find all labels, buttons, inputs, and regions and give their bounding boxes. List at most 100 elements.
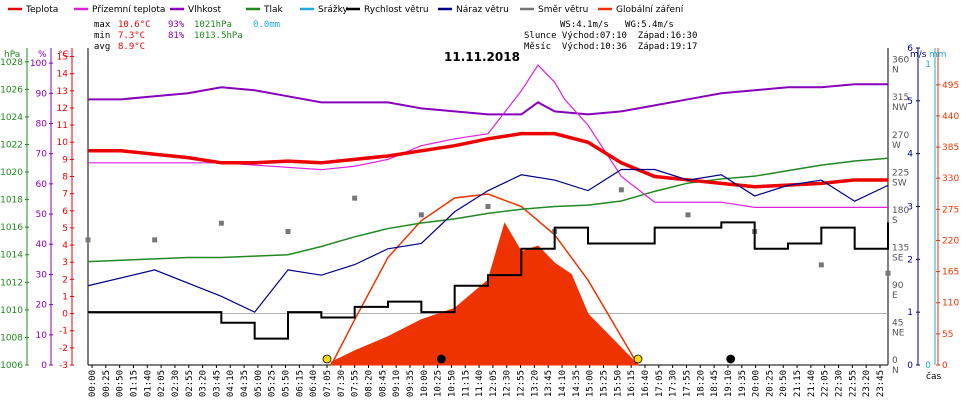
dir-tick-label: 270 — [892, 131, 909, 141]
dir-tick-label: S — [892, 216, 898, 226]
plot-area — [85, 64, 891, 366]
wind-speed-line — [88, 221, 889, 340]
pct-axis-tick-label: 40 — [36, 240, 48, 250]
stat-max-hum: 93% — [168, 20, 185, 30]
wm2-axis-tick-label: 55 — [942, 330, 953, 340]
x-tick-label: 08:45 — [378, 370, 388, 397]
wind-direction-point — [418, 212, 424, 218]
dir-tick-label: W — [892, 141, 901, 151]
x-tick-label: 07:55 — [351, 370, 361, 397]
x-tick-label: 17:05 — [655, 370, 665, 397]
x-tick-label: 22:30 — [835, 370, 845, 397]
unit-degc: °C — [58, 50, 69, 60]
degc-axis-tick-label: -1 — [59, 327, 68, 337]
x-tick-label: 05:25 — [268, 370, 278, 397]
degc-axis-tick-label: 14 — [57, 70, 69, 80]
stats-block: max 10.6°C 93% 1021hPa 0.0mm min 7.3°C 8… — [94, 20, 697, 52]
stat-min-label: min — [94, 31, 110, 41]
dir-tick-label: 225 — [892, 168, 909, 178]
unit-time: čas — [926, 371, 941, 382]
hpa-axis-tick-label: 1024 — [0, 113, 23, 123]
x-tick-label: 17:55 — [682, 370, 692, 397]
hpa-axis-tick-label: 1016 — [0, 223, 23, 233]
ground-temperature-line — [88, 64, 888, 208]
pct-axis-tick-label: 20 — [36, 301, 48, 311]
degc-axis-tick-label: 8 — [62, 173, 68, 183]
ms-axis-tick-label: 4 — [907, 150, 913, 160]
wind-gust-line — [87, 168, 889, 313]
degc-axis-tick-label: 2 — [62, 275, 68, 285]
x-tick-label: 20:00 — [752, 370, 762, 397]
x-tick-label: 13:45 — [544, 370, 554, 397]
ms-axis-tick-label: 2 — [907, 255, 913, 265]
legend-label: Srážky — [318, 5, 349, 15]
unit-pct: % — [38, 50, 47, 60]
wm2-axis-tick-label: 0 — [942, 361, 948, 371]
humidity-line — [88, 83, 888, 116]
x-tick-label: 21:40 — [807, 370, 817, 397]
x-tick-label: 06:15 — [295, 370, 305, 397]
legend-label: Rychlost větru — [364, 5, 429, 15]
ms-axis-tick-label: 0 — [907, 361, 913, 371]
stat-wind: WS:4.1m/s WG:5.4m/s — [560, 20, 674, 30]
wind-direction-point — [218, 220, 224, 226]
x-tick-label: 22:05 — [821, 370, 831, 397]
x-tick-label: 12:05 — [489, 370, 499, 397]
pct-axis-tick-label: 60 — [36, 180, 48, 190]
degc-axis-tick-label: 15 — [57, 53, 68, 63]
wm2-axis-tick-label: 220 — [942, 236, 959, 246]
x-tick-label: 15:25 — [600, 370, 610, 397]
x-tick-label: 12:30 — [503, 370, 513, 397]
x-tick-label: 19:10 — [724, 370, 734, 397]
x-tick-label: 17:30 — [669, 370, 679, 397]
pct-axis-tick-label: 70 — [36, 150, 48, 160]
x-tick-label: 11:40 — [475, 370, 485, 397]
wind-direction-point — [818, 262, 824, 268]
x-tick-label: 16:40 — [641, 370, 651, 397]
legend-label: Globální záření — [616, 5, 684, 15]
unit-hpa: hPa — [4, 50, 20, 60]
stat-min-press: 1013.5hPa — [194, 31, 243, 41]
x-tick-label: 05:50 — [282, 370, 292, 397]
degc-axis-tick-label: 13 — [57, 87, 68, 97]
x-tick-label: 23:45 — [876, 370, 886, 397]
x-tick-label: 09:10 — [392, 370, 402, 397]
wm2-axis-tick-label: 495 — [942, 81, 959, 91]
sunrise-marker — [322, 354, 332, 364]
x-tick-label: 06:40 — [309, 370, 319, 397]
degc-axis-tick-label: 9 — [62, 155, 68, 165]
chart-title: 11.11.2018 — [444, 50, 520, 64]
stat-sun: Slunce Východ:07:10 Západ:16:30 — [524, 31, 697, 41]
x-tick-label: 07:05 — [323, 370, 333, 397]
degc-axis-tick-label: -2 — [59, 344, 68, 354]
wind-direction-point — [152, 237, 158, 243]
degc-axis-tick-label: 10 — [57, 138, 69, 148]
x-tick-label: 10:00 — [420, 370, 430, 397]
hpa-axis-tick-label: 1012 — [0, 278, 23, 288]
x-tick-label: 01:15 — [129, 370, 139, 397]
dir-tick-label: 180 — [892, 206, 909, 216]
x-tick-label: 00:50 — [116, 370, 126, 397]
x-tick-label: 14:10 — [558, 370, 568, 397]
pct-axis-tick-label: 30 — [36, 270, 48, 280]
dir-tick-label: SW — [892, 178, 907, 188]
x-tick-label: 03:20 — [199, 370, 209, 397]
mm-axis-tick-label: 1 — [925, 60, 931, 70]
degc-axis-tick-label: 5 — [62, 224, 68, 234]
legend: Teplota Přízemní teplota Vlhkost Tlak Srážky… — [8, 5, 684, 15]
x-tick-label: 15:00 — [586, 370, 596, 397]
dir-tick-label: N — [892, 366, 899, 376]
dir-tick-label: NE — [892, 328, 905, 338]
dir-tick-label: E — [892, 291, 898, 301]
dir-tick-label: 0 — [892, 356, 898, 366]
wind-direction-point — [352, 195, 358, 201]
wm2-axis-tick-label: 330 — [942, 174, 959, 184]
dir-tick-label: N — [892, 66, 899, 76]
wm2-axis-tick-label: 385 — [942, 143, 959, 153]
hpa-axis-tick-label: 1018 — [0, 196, 23, 206]
x-tick-label: 04:10 — [226, 370, 236, 397]
x-tick-label: 10:25 — [434, 370, 444, 397]
dir-tick-label: 45 — [892, 318, 903, 328]
degc-axis-tick-label: 12 — [57, 104, 68, 114]
